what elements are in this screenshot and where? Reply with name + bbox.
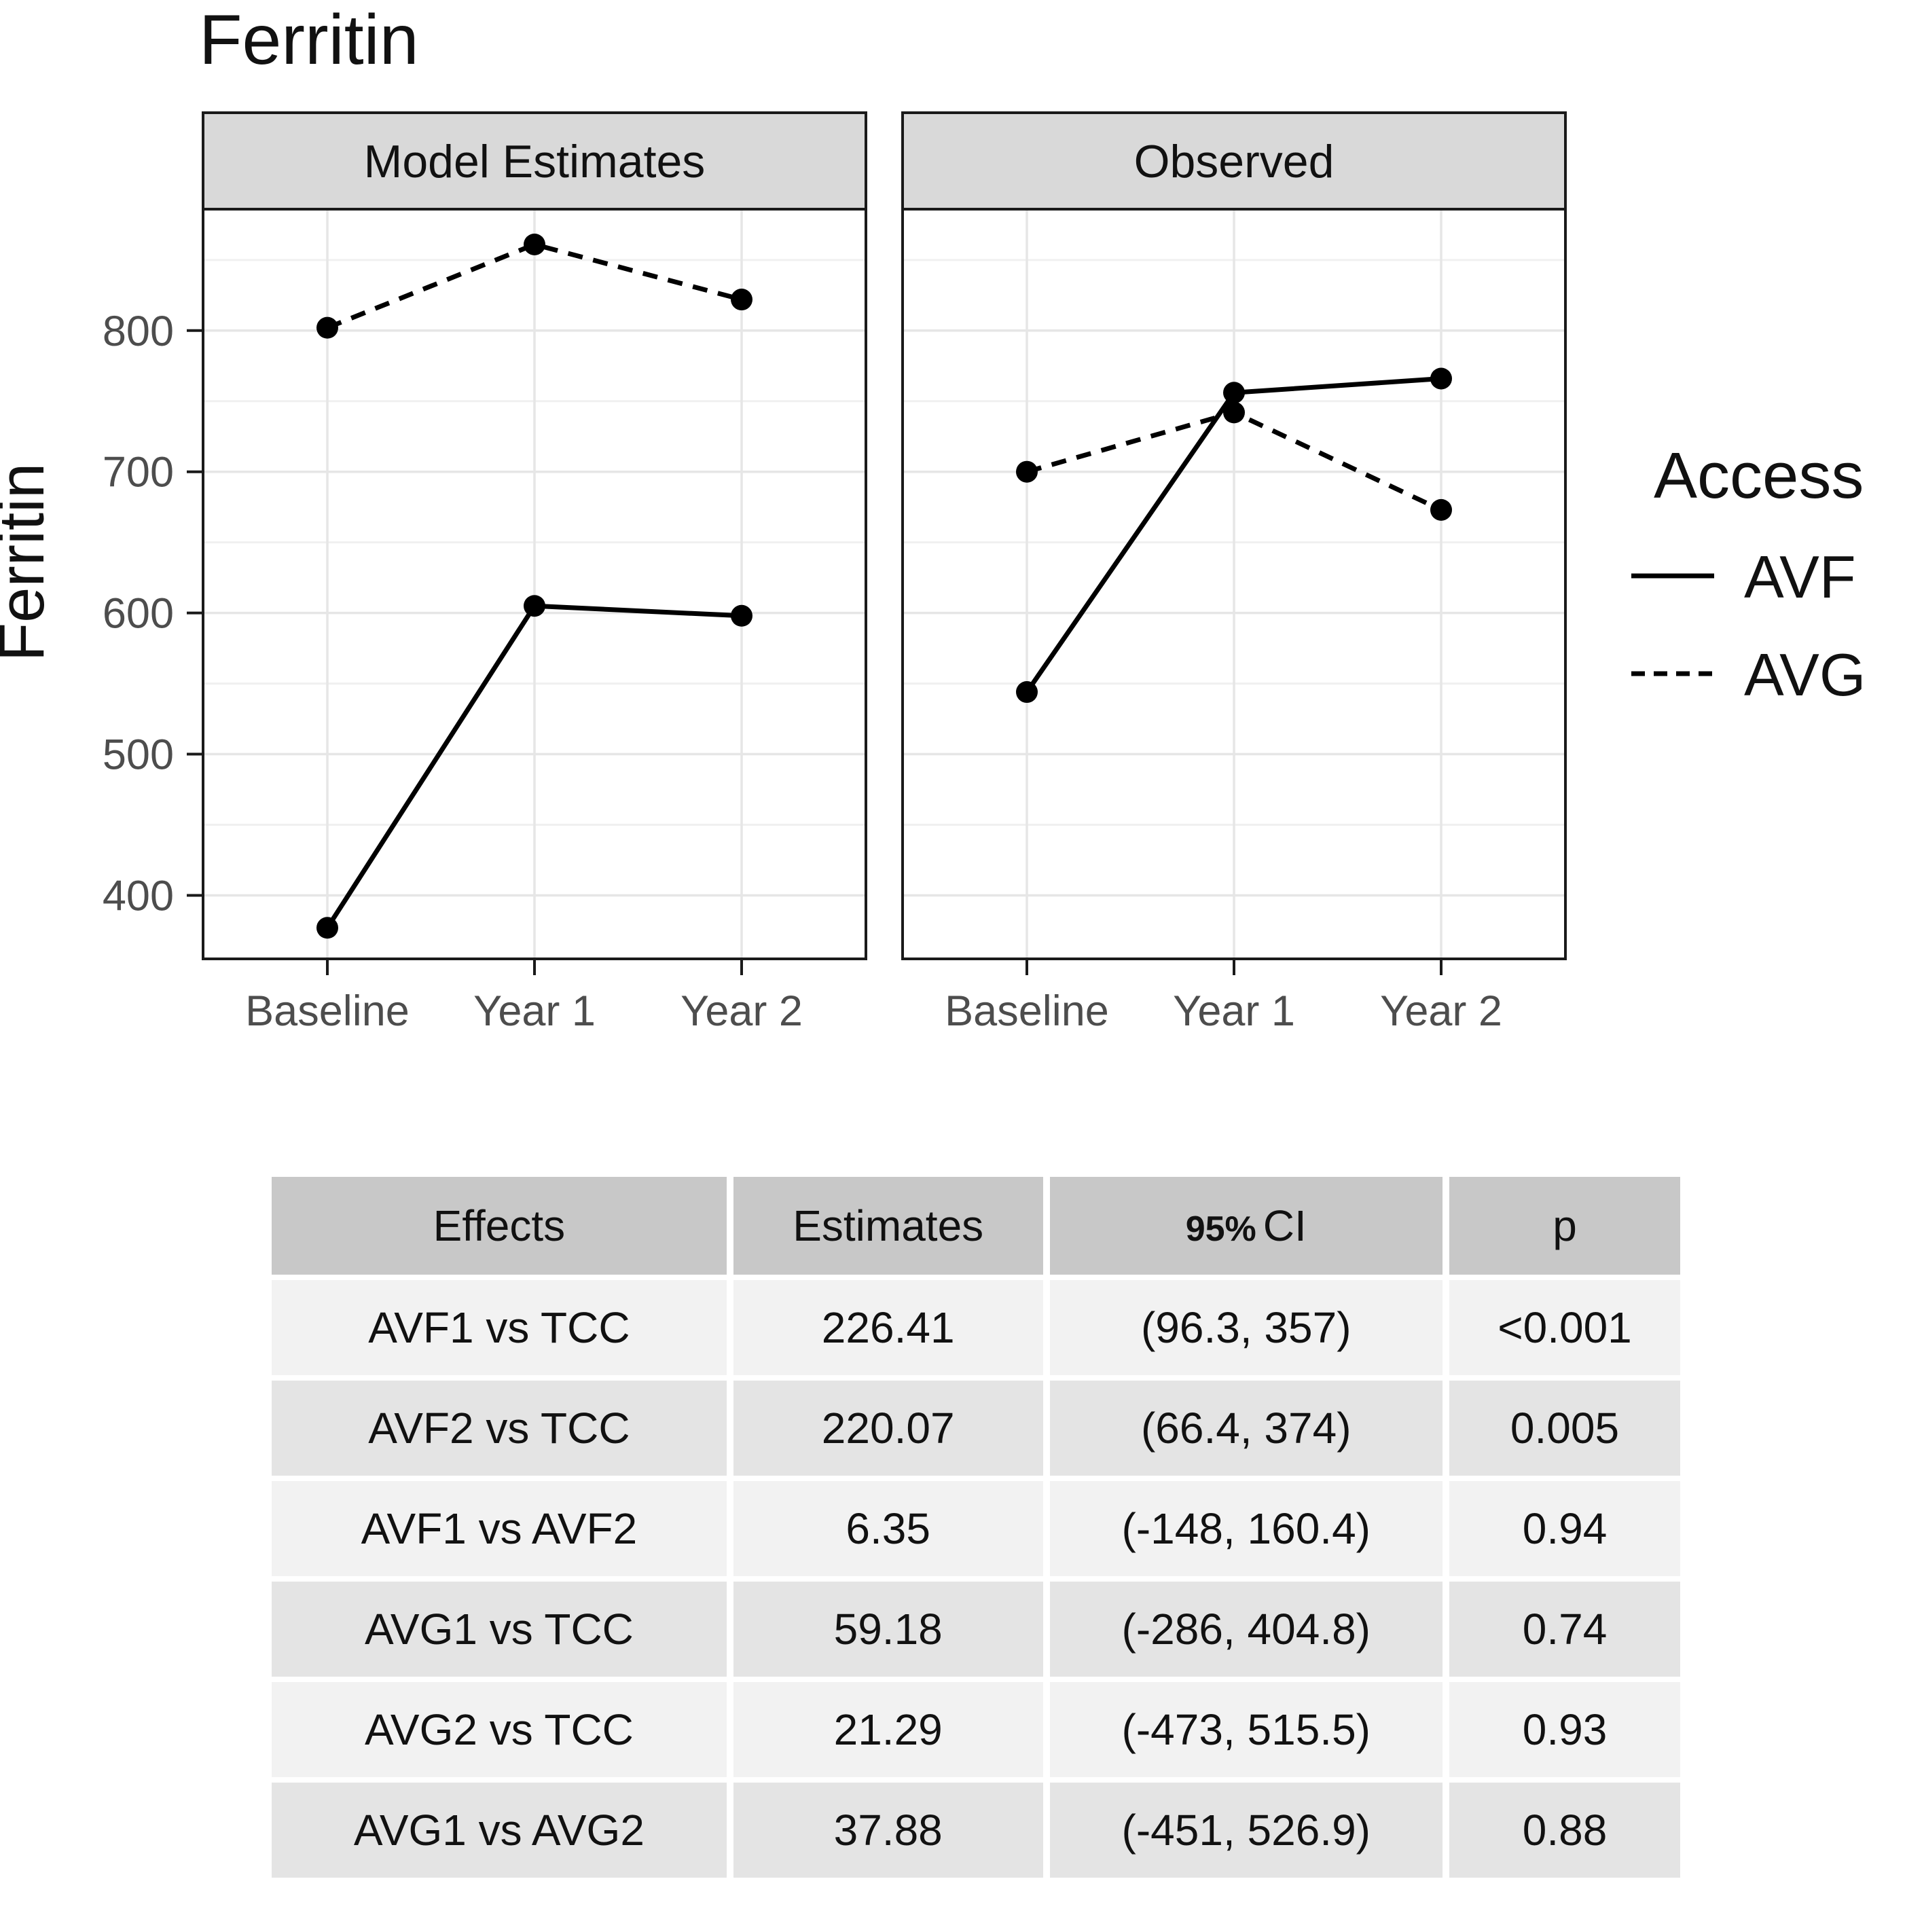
- table-cell: AVF2 vs TCC: [272, 1381, 727, 1476]
- data-point-avf: [731, 604, 752, 627]
- y-tick-label: 800: [103, 308, 174, 355]
- table-cell: (96.3, 357): [1049, 1280, 1443, 1375]
- table-cell: (66.4, 374): [1049, 1381, 1443, 1476]
- table-cell: AVG1 vs TCC: [272, 1582, 727, 1677]
- figure-title: Ferritin: [199, 1, 419, 79]
- y-tick-label: 700: [103, 449, 174, 496]
- table-header-row: Effects Estimates 95% CI p: [272, 1177, 1680, 1275]
- table-row-2: AVF1 vs AVF2 6.35 (-148, 160.4) 0.94: [272, 1481, 1680, 1576]
- table-cell: 0.88: [1449, 1783, 1680, 1878]
- table-row-1: AVF2 vs TCC 220.07 (66.4, 374) 0.005: [272, 1381, 1680, 1476]
- series-line-avg: [326, 242, 742, 330]
- ci-level-label: 95%: [1185, 1209, 1256, 1249]
- table-cell: 59.18: [733, 1582, 1043, 1677]
- x-tick-label: Year 2: [681, 987, 803, 1035]
- table-cell: (-148, 160.4): [1049, 1481, 1443, 1576]
- table-head: Effects Estimates 95% CI p: [272, 1177, 1680, 1275]
- table-cell: 220.07: [733, 1381, 1043, 1476]
- data-point-avf: [524, 595, 545, 617]
- table-cell: (-286, 404.8): [1049, 1582, 1443, 1677]
- table-cell: AVF1 vs TCC: [272, 1280, 727, 1375]
- table-header-cell-3: p: [1449, 1177, 1680, 1275]
- table-cell: 0.74: [1449, 1582, 1680, 1677]
- data-point-avg: [524, 233, 545, 255]
- table-cell: AVG1 vs AVG2: [272, 1783, 727, 1878]
- table-header-cell-1: Estimates: [733, 1177, 1043, 1275]
- facet-strip-label: Observed: [1134, 136, 1335, 187]
- table-row-0: AVF1 vs TCC 226.41 (96.3, 357) <0.001: [272, 1280, 1680, 1375]
- facet-strip-label: Model Estimates: [364, 136, 706, 187]
- x-tick-label: Baseline: [245, 987, 410, 1035]
- table-cell: <0.001: [1449, 1280, 1680, 1375]
- table-body: AVF1 vs TCC 226.41 (96.3, 357) <0.001 AVF2 v…: [272, 1280, 1680, 1878]
- table-cell: 21.29: [733, 1682, 1043, 1777]
- faceted-line-chart: Model Estimates Baseline Year 1 Year 2 Obser…: [0, 111, 1866, 1035]
- x-tick-label: Year 1: [473, 987, 596, 1035]
- table-cell: 0.94: [1449, 1481, 1680, 1576]
- legend-title: Access: [1654, 439, 1864, 512]
- y-tick-label: 600: [103, 590, 174, 638]
- y-tick-label: 400: [103, 872, 174, 919]
- facet-strip: [202, 111, 867, 211]
- data-point-avf: [316, 917, 338, 939]
- y-tick-label: 500: [103, 731, 174, 779]
- legend-label-avf: AVF: [1744, 543, 1856, 610]
- facet-strip: [901, 111, 1567, 211]
- data-point-avg: [1223, 401, 1245, 424]
- data-point-avf: [1223, 382, 1245, 404]
- effects-table: Effects Estimates 95% CI p AVF1 vs TCC 226.41…: [265, 1171, 1687, 1883]
- data-point-avf: [1430, 367, 1452, 390]
- table-cell: 37.88: [733, 1783, 1043, 1878]
- data-point-avg: [1430, 498, 1452, 521]
- legend-label-avg: AVG: [1744, 641, 1866, 708]
- ci-label: CI: [1263, 1201, 1307, 1250]
- x-tick-label: Year 2: [1380, 987, 1502, 1035]
- table-cell: 6.35: [733, 1481, 1043, 1576]
- table-header-cell-0: Effects: [272, 1177, 727, 1275]
- table-header-cell-2: 95% CI: [1049, 1177, 1443, 1275]
- table-row-4: AVG2 vs TCC 21.29 (-473, 515.5) 0.93: [272, 1682, 1680, 1777]
- table-cell: 0.93: [1449, 1682, 1680, 1777]
- table-cell: (-473, 515.5): [1049, 1682, 1443, 1777]
- table-cell: AVF1 vs AVF2: [272, 1481, 727, 1576]
- data-point-avg: [731, 289, 752, 311]
- table-cell: 226.41: [733, 1280, 1043, 1375]
- table-cell: (-451, 526.9): [1049, 1783, 1443, 1878]
- table-cell: 0.005: [1449, 1381, 1680, 1476]
- data-point-avf: [1016, 681, 1038, 704]
- data-point-avg: [1016, 460, 1038, 483]
- table-cell: AVG2 vs TCC: [272, 1682, 727, 1777]
- x-tick-label: Baseline: [945, 987, 1109, 1035]
- data-point-avg: [316, 316, 338, 339]
- table-row-3: AVG1 vs TCC 59.18 (-286, 404.8) 0.74: [272, 1582, 1680, 1677]
- x-tick-label: Year 1: [1173, 987, 1295, 1035]
- table-row-5: AVG1 vs AVG2 37.88 (-451, 526.9) 0.88: [272, 1783, 1680, 1878]
- y-axis-title: Ferritin: [0, 463, 57, 661]
